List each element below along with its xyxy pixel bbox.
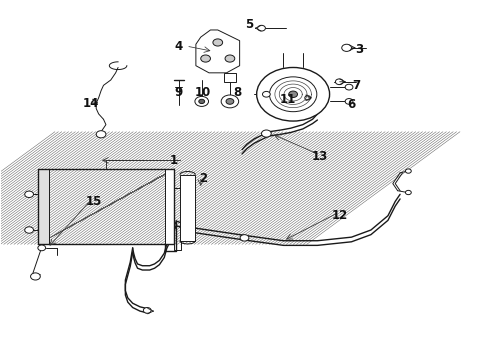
Text: 7: 7 xyxy=(351,79,360,92)
Bar xyxy=(38,169,174,244)
Circle shape xyxy=(269,77,316,112)
Text: 6: 6 xyxy=(346,99,355,112)
Polygon shape xyxy=(196,30,239,73)
Circle shape xyxy=(405,190,410,195)
Text: 2: 2 xyxy=(199,172,207,185)
Circle shape xyxy=(257,25,265,31)
Text: 11: 11 xyxy=(280,93,296,106)
Text: 8: 8 xyxy=(233,86,241,99)
Text: 1: 1 xyxy=(170,154,178,167)
Circle shape xyxy=(225,99,233,104)
Text: 5: 5 xyxy=(245,18,253,31)
Circle shape xyxy=(261,130,271,137)
Text: 9: 9 xyxy=(174,86,183,99)
Text: 15: 15 xyxy=(85,195,102,208)
Text: 3: 3 xyxy=(354,43,362,56)
Circle shape xyxy=(262,91,270,97)
Text: 10: 10 xyxy=(195,86,211,99)
Circle shape xyxy=(38,245,45,251)
Circle shape xyxy=(212,39,222,46)
Circle shape xyxy=(341,44,351,51)
Circle shape xyxy=(201,55,210,62)
Circle shape xyxy=(96,131,106,138)
Circle shape xyxy=(345,99,352,104)
Bar xyxy=(165,169,174,244)
Circle shape xyxy=(221,95,238,108)
Circle shape xyxy=(143,307,151,313)
Text: 13: 13 xyxy=(311,150,327,163)
Bar xyxy=(38,169,174,244)
Circle shape xyxy=(199,99,204,104)
Bar xyxy=(224,73,235,82)
Circle shape xyxy=(30,273,40,280)
Circle shape xyxy=(240,235,248,241)
Circle shape xyxy=(345,84,352,90)
Circle shape xyxy=(224,55,234,62)
Circle shape xyxy=(195,96,208,107)
Bar xyxy=(180,175,195,241)
Text: 4: 4 xyxy=(174,40,183,53)
Circle shape xyxy=(405,169,410,173)
Circle shape xyxy=(304,96,310,100)
Circle shape xyxy=(25,227,33,233)
Text: 12: 12 xyxy=(330,209,347,222)
Circle shape xyxy=(288,91,297,98)
Circle shape xyxy=(335,79,343,85)
Text: 14: 14 xyxy=(83,97,100,110)
Bar xyxy=(38,169,48,244)
Circle shape xyxy=(256,67,329,121)
Circle shape xyxy=(25,191,33,198)
